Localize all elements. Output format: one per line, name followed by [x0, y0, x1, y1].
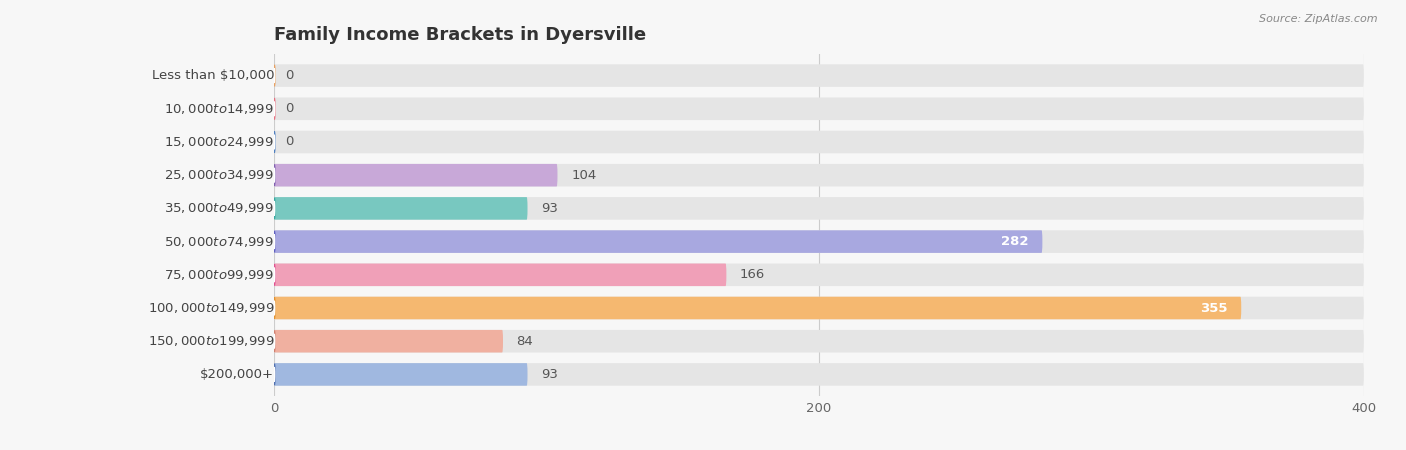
Ellipse shape [273, 198, 276, 219]
Text: $100,000 to $149,999: $100,000 to $149,999 [148, 301, 274, 315]
FancyBboxPatch shape [274, 197, 527, 220]
Text: 104: 104 [571, 169, 596, 182]
Ellipse shape [273, 131, 276, 153]
Text: 166: 166 [740, 268, 765, 281]
Text: $200,000+: $200,000+ [200, 368, 274, 381]
Ellipse shape [273, 165, 276, 186]
Text: Less than $10,000: Less than $10,000 [152, 69, 274, 82]
Ellipse shape [273, 297, 276, 319]
Ellipse shape [273, 98, 276, 119]
FancyBboxPatch shape [274, 363, 527, 386]
FancyBboxPatch shape [274, 264, 1364, 286]
FancyBboxPatch shape [274, 230, 1364, 253]
Text: 93: 93 [541, 368, 558, 381]
Text: 0: 0 [285, 69, 294, 82]
FancyBboxPatch shape [274, 230, 1042, 253]
Text: 0: 0 [285, 102, 294, 115]
Ellipse shape [273, 331, 276, 352]
Ellipse shape [273, 65, 276, 86]
FancyBboxPatch shape [274, 164, 558, 186]
FancyBboxPatch shape [274, 297, 1241, 320]
Text: $75,000 to $99,999: $75,000 to $99,999 [165, 268, 274, 282]
Text: $50,000 to $74,999: $50,000 to $74,999 [165, 234, 274, 248]
Text: $15,000 to $24,999: $15,000 to $24,999 [165, 135, 274, 149]
FancyBboxPatch shape [274, 164, 1364, 186]
Text: 0: 0 [285, 135, 294, 148]
Text: $35,000 to $49,999: $35,000 to $49,999 [165, 202, 274, 216]
Text: 282: 282 [1001, 235, 1029, 248]
FancyBboxPatch shape [274, 197, 1364, 220]
Ellipse shape [273, 364, 276, 385]
FancyBboxPatch shape [274, 130, 1364, 153]
FancyBboxPatch shape [274, 330, 503, 352]
Text: Source: ZipAtlas.com: Source: ZipAtlas.com [1260, 14, 1378, 23]
Text: Family Income Brackets in Dyersville: Family Income Brackets in Dyersville [274, 26, 647, 44]
Text: $10,000 to $14,999: $10,000 to $14,999 [165, 102, 274, 116]
Text: $150,000 to $199,999: $150,000 to $199,999 [148, 334, 274, 348]
FancyBboxPatch shape [274, 297, 1364, 320]
Text: 355: 355 [1201, 302, 1227, 315]
Text: 84: 84 [516, 335, 533, 348]
FancyBboxPatch shape [274, 264, 727, 286]
FancyBboxPatch shape [274, 330, 1364, 352]
Ellipse shape [273, 231, 276, 252]
Text: $25,000 to $34,999: $25,000 to $34,999 [165, 168, 274, 182]
FancyBboxPatch shape [274, 64, 1364, 87]
FancyBboxPatch shape [274, 363, 1364, 386]
Text: 93: 93 [541, 202, 558, 215]
FancyBboxPatch shape [274, 98, 1364, 120]
Ellipse shape [273, 264, 276, 285]
